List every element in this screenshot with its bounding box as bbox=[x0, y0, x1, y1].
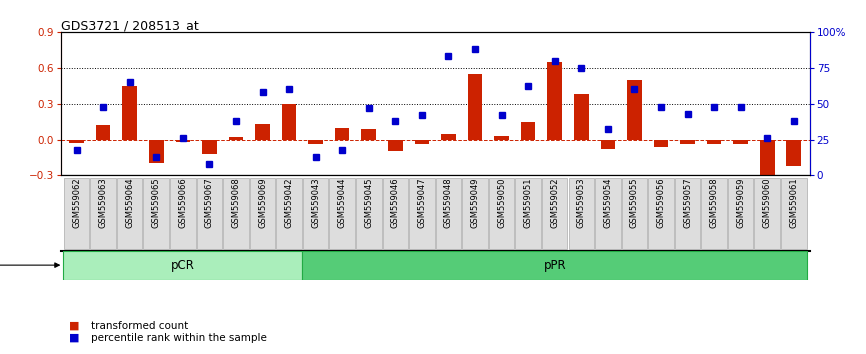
Bar bbox=[574, 94, 589, 139]
Text: disease state: disease state bbox=[0, 260, 59, 270]
Text: GSM559051: GSM559051 bbox=[524, 178, 533, 228]
FancyBboxPatch shape bbox=[223, 178, 249, 249]
Text: GSM559042: GSM559042 bbox=[285, 178, 294, 228]
FancyBboxPatch shape bbox=[303, 178, 328, 249]
Text: GSM559062: GSM559062 bbox=[72, 178, 81, 228]
Bar bbox=[281, 104, 296, 139]
Text: GSM559057: GSM559057 bbox=[683, 178, 692, 228]
FancyBboxPatch shape bbox=[197, 178, 222, 249]
Bar bbox=[734, 139, 748, 144]
Text: GSM559059: GSM559059 bbox=[736, 178, 745, 228]
Bar bbox=[308, 139, 323, 144]
Text: GSM559053: GSM559053 bbox=[577, 178, 585, 228]
Text: GSM559047: GSM559047 bbox=[417, 178, 426, 228]
Bar bbox=[335, 127, 350, 139]
Bar bbox=[786, 139, 801, 166]
Text: GSM559068: GSM559068 bbox=[231, 178, 241, 228]
Bar bbox=[202, 139, 216, 154]
Text: transformed count: transformed count bbox=[91, 321, 188, 331]
FancyBboxPatch shape bbox=[568, 178, 594, 249]
FancyBboxPatch shape bbox=[488, 178, 514, 249]
Bar bbox=[96, 125, 111, 139]
Text: GSM559049: GSM559049 bbox=[470, 178, 480, 228]
Text: GSM559061: GSM559061 bbox=[789, 178, 798, 228]
Text: pCR: pCR bbox=[171, 259, 195, 272]
Text: GSM559060: GSM559060 bbox=[763, 178, 772, 228]
FancyBboxPatch shape bbox=[409, 178, 435, 249]
Text: GSM559044: GSM559044 bbox=[338, 178, 346, 228]
Bar bbox=[176, 139, 191, 142]
Bar bbox=[494, 136, 509, 139]
Text: GSM559046: GSM559046 bbox=[391, 178, 400, 228]
Text: GSM559067: GSM559067 bbox=[205, 178, 214, 228]
FancyBboxPatch shape bbox=[595, 178, 621, 249]
Text: GSM559048: GSM559048 bbox=[444, 178, 453, 228]
Text: pPR: pPR bbox=[543, 259, 566, 272]
Text: GSM559063: GSM559063 bbox=[99, 178, 107, 228]
FancyBboxPatch shape bbox=[515, 178, 541, 249]
Text: GSM559065: GSM559065 bbox=[152, 178, 161, 228]
Bar bbox=[388, 139, 403, 152]
FancyBboxPatch shape bbox=[542, 178, 567, 249]
Text: GSM559045: GSM559045 bbox=[365, 178, 373, 228]
FancyBboxPatch shape bbox=[781, 178, 806, 249]
Bar bbox=[122, 86, 137, 139]
FancyBboxPatch shape bbox=[90, 178, 116, 249]
Text: GSM559043: GSM559043 bbox=[311, 178, 320, 228]
Text: GSM559050: GSM559050 bbox=[497, 178, 506, 228]
Text: GSM559055: GSM559055 bbox=[630, 178, 639, 228]
Text: GDS3721 / 208513_at: GDS3721 / 208513_at bbox=[61, 19, 198, 32]
Text: ■: ■ bbox=[69, 333, 80, 343]
Text: ■: ■ bbox=[69, 321, 80, 331]
Bar bbox=[415, 139, 430, 144]
Bar bbox=[520, 121, 535, 139]
FancyBboxPatch shape bbox=[754, 178, 780, 249]
Text: GSM559054: GSM559054 bbox=[604, 178, 612, 228]
Bar bbox=[63, 251, 302, 280]
Text: GSM559056: GSM559056 bbox=[656, 178, 665, 228]
Bar bbox=[69, 139, 84, 143]
FancyBboxPatch shape bbox=[649, 178, 674, 249]
Bar bbox=[468, 74, 482, 139]
FancyBboxPatch shape bbox=[436, 178, 462, 249]
Bar bbox=[229, 137, 243, 139]
Bar bbox=[149, 139, 164, 164]
Bar bbox=[654, 139, 669, 147]
FancyBboxPatch shape bbox=[728, 178, 753, 249]
Text: GSM559064: GSM559064 bbox=[126, 178, 134, 228]
Text: GSM559052: GSM559052 bbox=[550, 178, 559, 228]
FancyBboxPatch shape bbox=[356, 178, 382, 249]
Bar bbox=[441, 133, 456, 139]
FancyBboxPatch shape bbox=[383, 178, 408, 249]
Bar bbox=[707, 139, 721, 144]
FancyBboxPatch shape bbox=[117, 178, 142, 249]
FancyBboxPatch shape bbox=[462, 178, 488, 249]
Bar bbox=[627, 80, 642, 139]
Text: percentile rank within the sample: percentile rank within the sample bbox=[91, 333, 267, 343]
FancyBboxPatch shape bbox=[249, 178, 275, 249]
FancyBboxPatch shape bbox=[675, 178, 701, 249]
FancyBboxPatch shape bbox=[170, 178, 196, 249]
FancyBboxPatch shape bbox=[701, 178, 727, 249]
Bar bbox=[302, 251, 807, 280]
Bar bbox=[255, 124, 270, 139]
Bar bbox=[361, 129, 376, 139]
Text: GSM559066: GSM559066 bbox=[178, 178, 187, 228]
FancyBboxPatch shape bbox=[276, 178, 302, 249]
Bar bbox=[680, 139, 695, 144]
FancyBboxPatch shape bbox=[622, 178, 647, 249]
FancyBboxPatch shape bbox=[329, 178, 355, 249]
Bar bbox=[600, 139, 615, 149]
Bar bbox=[759, 139, 774, 205]
Text: GSM559058: GSM559058 bbox=[709, 178, 719, 228]
FancyBboxPatch shape bbox=[64, 178, 89, 249]
FancyBboxPatch shape bbox=[144, 178, 169, 249]
Bar bbox=[547, 62, 562, 139]
Text: GSM559069: GSM559069 bbox=[258, 178, 267, 228]
